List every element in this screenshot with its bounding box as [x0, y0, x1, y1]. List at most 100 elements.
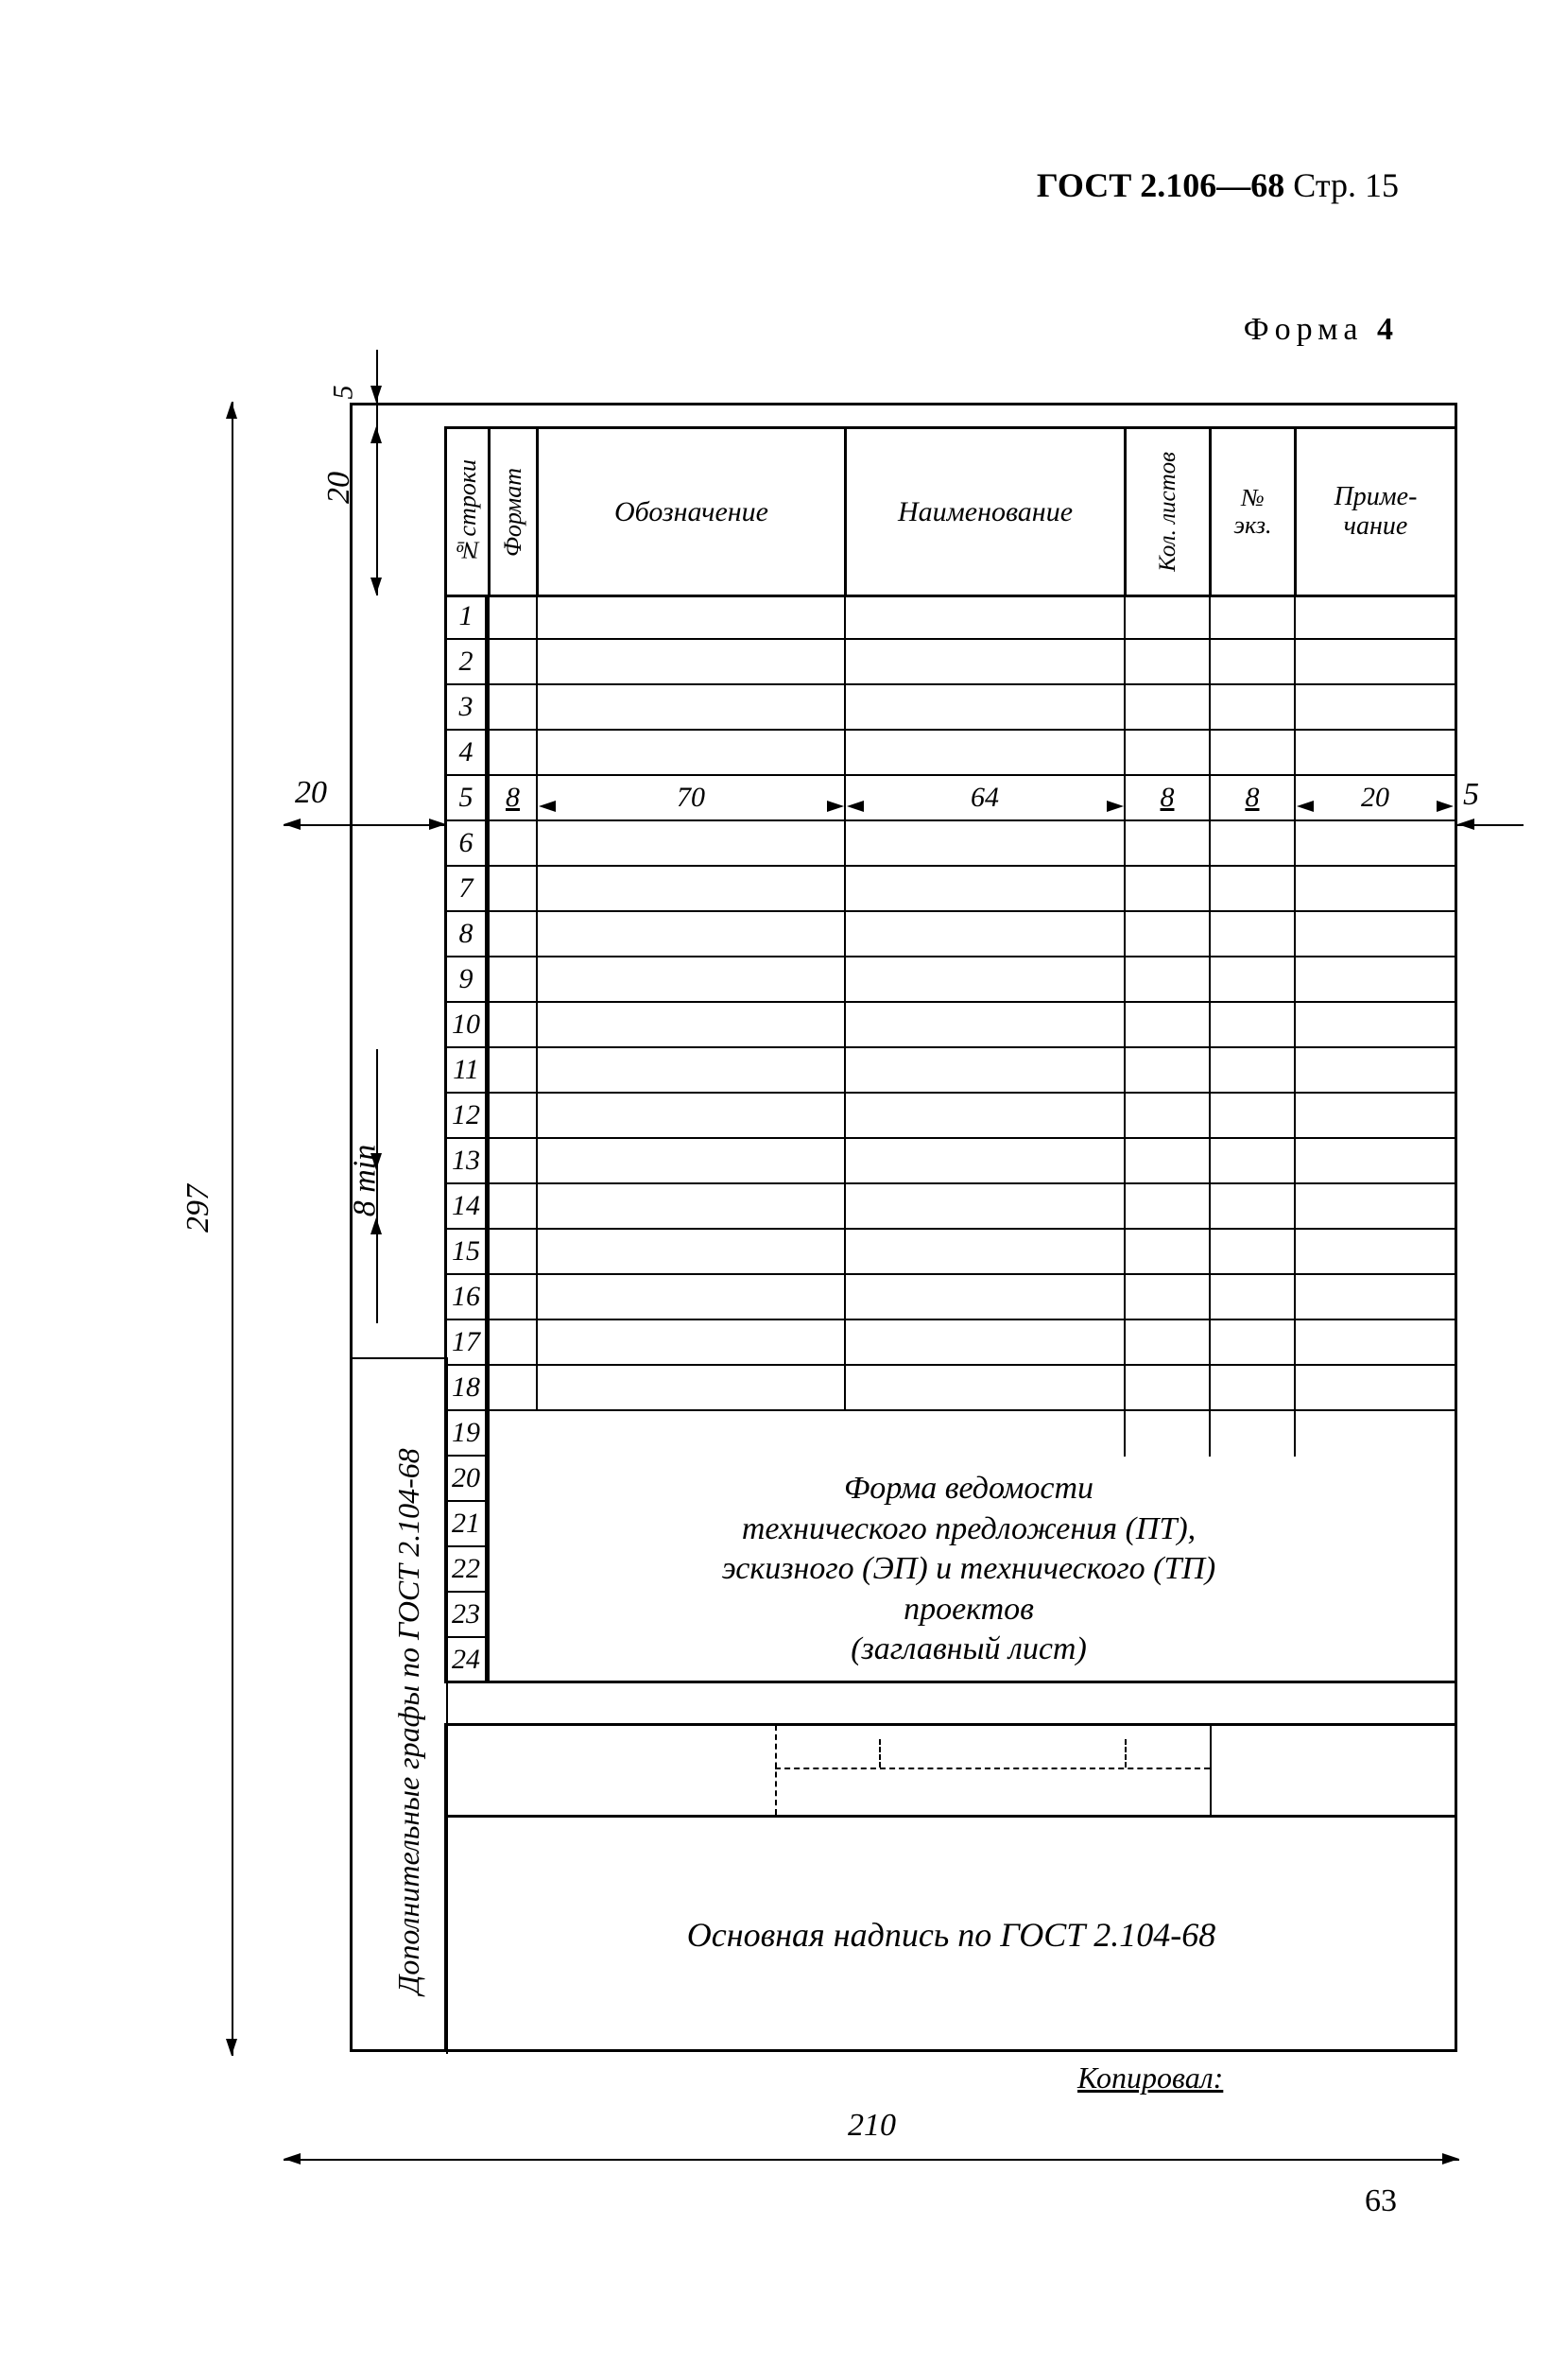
arrow-right-icon	[1442, 2153, 1459, 2164]
row-number: 17	[444, 1320, 488, 1366]
cell	[1124, 957, 1209, 1001]
cell	[536, 1094, 844, 1137]
page-number: 63	[1365, 2183, 1397, 2219]
cell	[844, 1048, 1124, 1092]
cell	[488, 1593, 536, 1638]
cell	[1294, 821, 1455, 865]
cell	[1209, 731, 1294, 774]
row-number: 8	[444, 912, 488, 957]
cell	[1209, 1411, 1294, 1457]
cell	[1124, 1411, 1209, 1457]
table-row	[488, 912, 1455, 957]
col-header-n-stroki: №строки	[444, 429, 488, 595]
cell	[1294, 912, 1455, 956]
cell	[1209, 1275, 1294, 1319]
cell	[488, 957, 536, 1001]
row-number: 20	[444, 1457, 488, 1502]
dim-5-right-label: 5	[1463, 777, 1479, 813]
table-row	[488, 957, 1455, 1003]
cell	[844, 595, 1124, 638]
cell	[1124, 640, 1209, 683]
cell	[536, 685, 844, 729]
cell	[536, 957, 844, 1001]
cell	[1209, 1094, 1294, 1137]
cell	[1124, 731, 1209, 774]
table-row	[488, 1139, 1455, 1184]
cell	[488, 1366, 536, 1409]
cell	[536, 867, 844, 910]
cell	[1294, 1320, 1455, 1364]
dim-col-oboznachenie: 70	[536, 776, 844, 819]
arrow-down-icon	[226, 2039, 237, 2056]
dim-210-line	[284, 2159, 1459, 2161]
table-row	[488, 867, 1455, 912]
dashed-divider-v	[1125, 1739, 1127, 1768]
cell	[488, 1230, 536, 1273]
cell	[1124, 1094, 1209, 1137]
row-number: 12	[444, 1094, 488, 1139]
cell	[1124, 821, 1209, 865]
cell	[536, 640, 844, 683]
form-label: Форма 4	[1244, 312, 1399, 348]
central-form-description: Форма ведомости технического предложения…	[567, 1469, 1370, 1670]
cell	[488, 867, 536, 910]
cell	[488, 1003, 536, 1046]
cell	[844, 1139, 1124, 1182]
dim-col-n-ekz: 8	[1209, 776, 1294, 819]
cell	[488, 1547, 536, 1593]
cell	[536, 1003, 844, 1046]
cell	[1209, 1048, 1294, 1092]
table-row	[488, 1003, 1455, 1048]
standard-header: ГОСТ 2.106—68 Стр. 15	[1037, 165, 1399, 205]
table-row	[488, 1048, 1455, 1094]
form-number: 4	[1377, 312, 1399, 347]
cell	[1124, 1320, 1209, 1364]
row-number: 11	[444, 1048, 488, 1094]
cell	[488, 1275, 536, 1319]
row-number: 22	[444, 1547, 488, 1593]
row-number: 19	[444, 1411, 488, 1457]
table-row	[488, 1094, 1455, 1139]
cell	[844, 1275, 1124, 1319]
cell	[844, 957, 1124, 1001]
cell	[1209, 1366, 1294, 1409]
table-row	[488, 1411, 1455, 1457]
table-row	[488, 1366, 1455, 1411]
cell	[1209, 1184, 1294, 1228]
cell	[1294, 640, 1455, 683]
cell	[1294, 595, 1455, 638]
cell	[1124, 867, 1209, 910]
dim-210-label: 210	[284, 2108, 1460, 2144]
cell	[1209, 640, 1294, 683]
cell	[1209, 1139, 1294, 1182]
cell	[844, 1230, 1124, 1273]
arrow-left-icon	[847, 801, 864, 812]
row-number: 14	[444, 1184, 488, 1230]
table-row	[488, 685, 1455, 731]
arrow-right-icon	[1107, 801, 1124, 812]
cell	[536, 1275, 844, 1319]
cell	[536, 1230, 844, 1273]
cell	[1124, 1366, 1209, 1409]
table-row	[488, 1184, 1455, 1230]
cell	[844, 1094, 1124, 1137]
cell	[536, 821, 844, 865]
table-row	[488, 640, 1455, 685]
cell	[844, 731, 1124, 774]
form-label-prefix: Форма	[1244, 312, 1364, 347]
col-header-naimenovanie: Наименование	[844, 429, 1124, 595]
arrow-left-icon	[1457, 819, 1474, 830]
cell	[536, 1411, 1124, 1457]
cell	[536, 1366, 844, 1409]
arrow-up-icon	[226, 402, 237, 419]
cell	[844, 1366, 1124, 1409]
cell	[1209, 821, 1294, 865]
col-label: Формат	[501, 468, 525, 557]
cell	[536, 731, 844, 774]
cell	[1124, 1048, 1209, 1092]
table-row-dimensions: 8 70 64 8 8 20	[488, 776, 1455, 821]
table-row	[488, 731, 1455, 776]
cell	[1209, 1320, 1294, 1364]
row-number: 16	[444, 1275, 488, 1320]
table-row	[488, 1275, 1455, 1320]
